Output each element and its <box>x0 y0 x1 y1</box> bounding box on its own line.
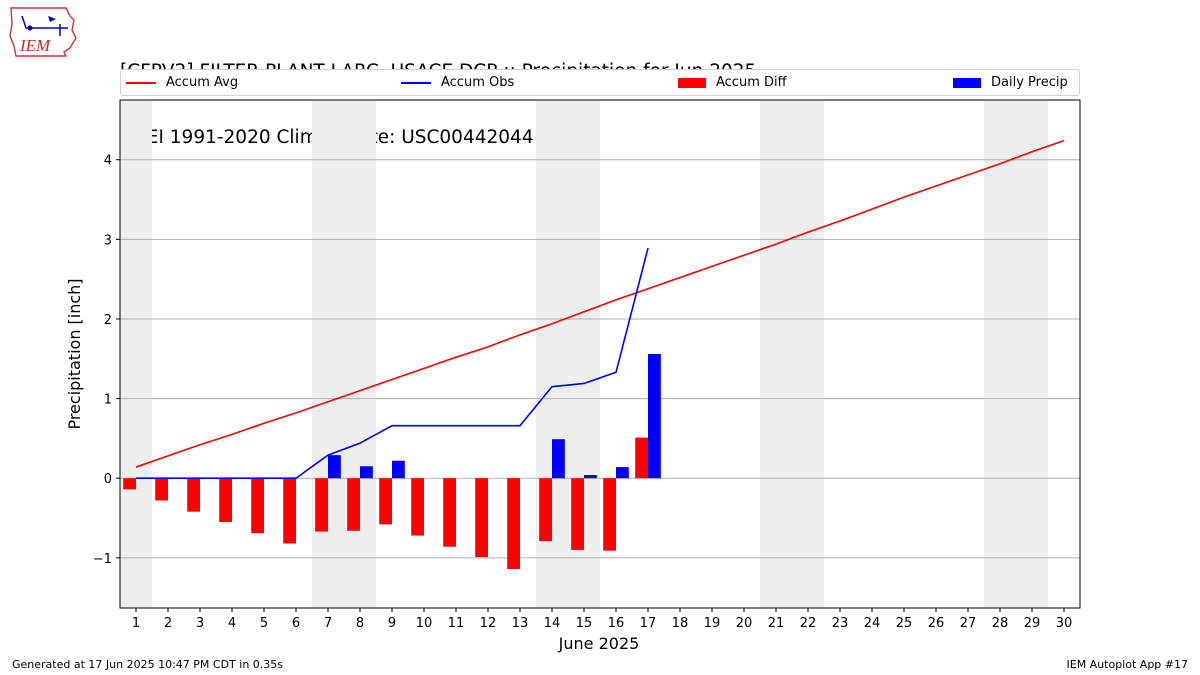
x-tick-label: 4 <box>228 616 236 631</box>
accum-diff-bar <box>635 437 648 479</box>
iem-logo: IEM <box>9 7 77 57</box>
footer-app: IEM Autoplot App #17 <box>1066 658 1189 671</box>
legend-label: Accum Diff <box>716 75 787 90</box>
weekend-shade <box>760 100 824 608</box>
x-tick-label: 9 <box>388 616 396 631</box>
accum-diff-bar <box>603 478 616 551</box>
y-tick-label: 3 <box>104 233 112 248</box>
y-tick-label: 4 <box>104 154 112 169</box>
accum-diff-bar <box>507 478 520 569</box>
x-tick-label: 8 <box>356 616 364 631</box>
legend-swatch <box>126 81 156 84</box>
x-tick-label: 14 <box>544 616 561 631</box>
legend-swatch <box>678 77 706 88</box>
x-tick-label: 27 <box>960 616 977 631</box>
x-tick-label: 30 <box>1056 616 1073 631</box>
weekend-shade <box>312 100 376 608</box>
y-tick-label: 2 <box>104 313 112 328</box>
x-tick-label: 19 <box>704 616 721 631</box>
x-tick-label: 2 <box>164 616 172 631</box>
daily-precip-bar <box>616 467 629 479</box>
legend-item-accum-avg: Accum Avg <box>126 70 238 95</box>
accum-obs-line <box>136 247 649 480</box>
x-tick-label: 28 <box>992 616 1009 631</box>
accum-diff-bar <box>187 478 200 512</box>
x-tick-label: 7 <box>324 616 332 631</box>
daily-precip-bar <box>648 354 661 479</box>
footer-generated: Generated at 17 Jun 2025 10:47 PM CDT in… <box>12 658 284 671</box>
accum-diff-bar <box>123 478 136 490</box>
plot-frame <box>119 99 1081 609</box>
x-tick-label: 3 <box>196 616 204 631</box>
accum-diff-bar <box>411 478 424 536</box>
legend-item-accum-obs: Accum Obs <box>401 70 514 95</box>
accum-diff-bar <box>315 478 328 532</box>
legend-item-daily-precip: Daily Precip <box>953 70 1068 95</box>
x-tick-label: 23 <box>832 616 849 631</box>
legend-label: Daily Precip <box>991 75 1068 90</box>
x-tick-label: 16 <box>608 616 625 631</box>
weekend-shade <box>120 100 152 608</box>
logo-text: IEM <box>19 36 51 55</box>
x-tick-label: 25 <box>896 616 913 631</box>
legend-swatch <box>401 81 431 84</box>
title-line-2: NCEI 1991-2020 Climate Site: USC00442044 <box>120 127 534 148</box>
accum-diff-bar <box>443 478 456 547</box>
x-tick-label: 24 <box>864 616 881 631</box>
y-tick-label: 0 <box>104 472 112 487</box>
legend-label: Accum Avg <box>166 75 239 90</box>
daily-precip-bar <box>360 466 373 479</box>
x-tick-label: 29 <box>1024 616 1041 631</box>
legend-swatch <box>953 77 981 88</box>
x-tick-label: 18 <box>672 616 689 631</box>
y-tick-label: 1 <box>104 393 112 408</box>
accum-diff-bar <box>539 478 552 542</box>
x-tick-label: 13 <box>512 616 529 631</box>
x-tick-label: 12 <box>480 616 497 631</box>
accum-diff-bar <box>283 478 296 544</box>
accum-avg-line <box>135 139 1065 468</box>
accum-diff-bar <box>219 478 232 523</box>
x-tick-label: 5 <box>260 616 268 631</box>
legend-label: Accum Obs <box>441 75 515 90</box>
y-tick-label: −1 <box>93 552 112 567</box>
x-tick-label: 22 <box>800 616 817 631</box>
x-tick-label: 26 <box>928 616 945 631</box>
accum-diff-bar <box>379 478 392 525</box>
accum-diff-bar <box>347 478 360 531</box>
daily-precip-bar <box>584 475 597 479</box>
accum-diff-bar <box>571 478 584 550</box>
x-tick-label: 20 <box>736 616 753 631</box>
x-tick-label: 1 <box>132 616 140 631</box>
legend-item-accum-diff: Accum Diff <box>678 70 787 95</box>
accum-diff-bar <box>155 478 168 501</box>
weekend-shade <box>536 100 600 608</box>
x-tick-label: 17 <box>640 616 657 631</box>
x-axis-label: June 2025 <box>558 634 640 653</box>
x-tick-label: 6 <box>292 616 300 631</box>
x-tick-label: 21 <box>768 616 785 631</box>
daily-precip-bar <box>552 439 565 479</box>
weekend-shade <box>984 100 1048 608</box>
daily-precip-bar <box>392 460 405 479</box>
daily-precip-bar <box>328 455 341 479</box>
y-axis-label: Precipitation [inch] <box>65 278 84 429</box>
accum-diff-bar <box>251 478 264 534</box>
x-tick-label: 11 <box>448 616 465 631</box>
accum-diff-bar <box>475 478 488 558</box>
legend: Accum Avg Accum Obs Accum Diff Daily Pre… <box>120 69 1080 96</box>
x-tick-label: 10 <box>416 616 433 631</box>
x-tick-label: 15 <box>576 616 593 631</box>
